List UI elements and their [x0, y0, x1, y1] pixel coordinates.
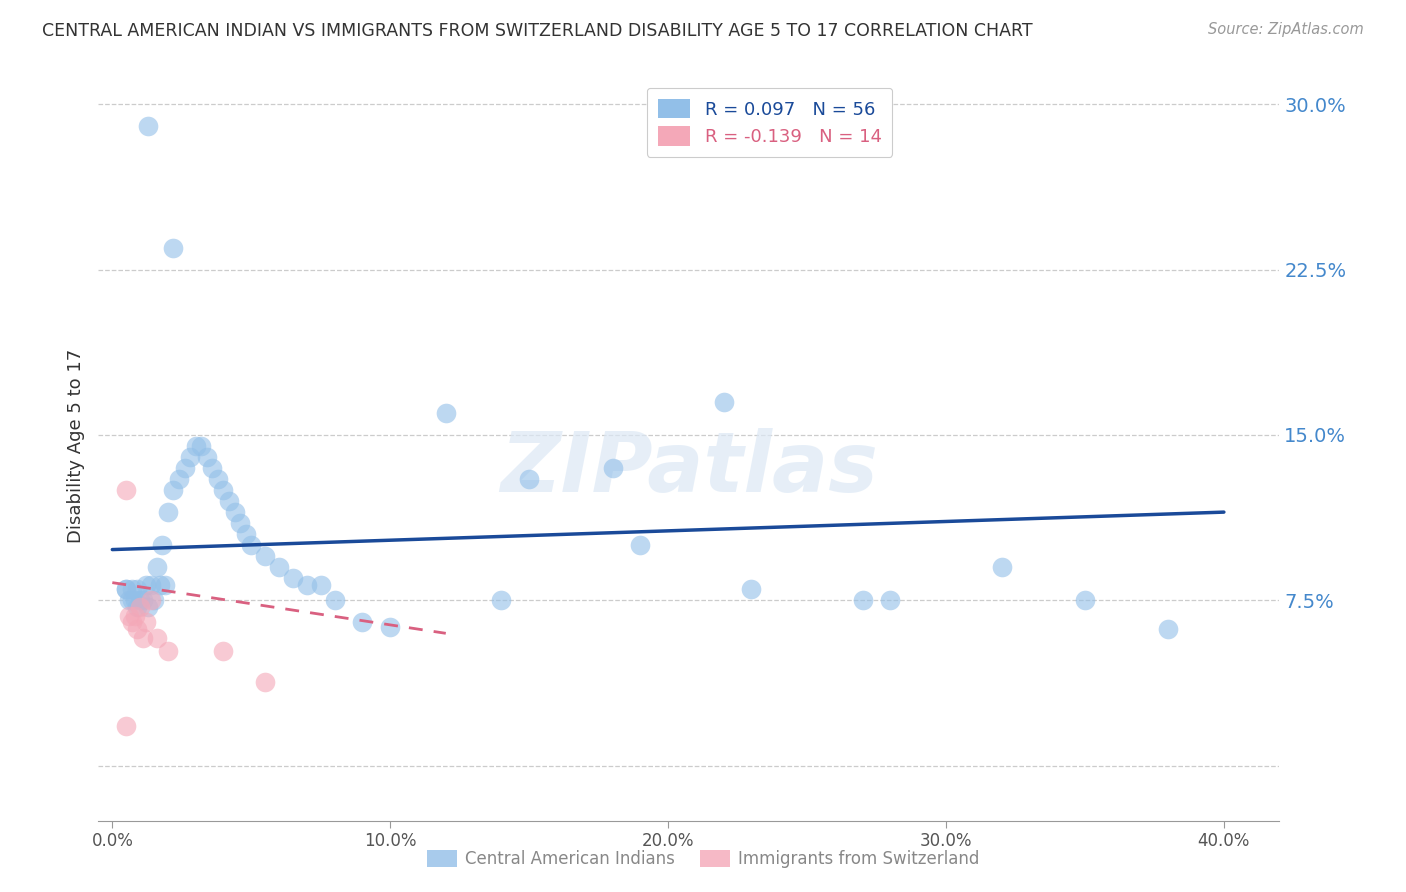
Point: [146, 560, 169, 574]
Point: [852, 593, 875, 607]
Point: [990, 560, 1012, 574]
Point: [240, 538, 263, 552]
Point: [517, 472, 540, 486]
Point: [141, 593, 163, 607]
Point: [713, 395, 735, 409]
Point: [115, 582, 138, 597]
Point: [434, 406, 457, 420]
Point: [121, 593, 143, 607]
Point: [254, 549, 277, 564]
Text: CENTRAL AMERICAN INDIAN VS IMMIGRANTS FROM SWITZERLAND DISABILITY AGE 5 TO 17 CO: CENTRAL AMERICAN INDIAN VS IMMIGRANTS FR…: [42, 22, 1033, 40]
Point: [135, 615, 157, 630]
Point: [127, 582, 149, 597]
Point: [195, 450, 218, 464]
Point: [124, 593, 146, 607]
Point: [115, 582, 138, 597]
Point: [115, 483, 138, 497]
Point: [153, 578, 176, 592]
Point: [115, 719, 138, 733]
Point: [118, 608, 141, 623]
Point: [150, 538, 173, 552]
Point: [179, 450, 201, 464]
Point: [380, 620, 402, 634]
Point: [127, 622, 149, 636]
Text: Source: ZipAtlas.com: Source: ZipAtlas.com: [1208, 22, 1364, 37]
Point: [212, 483, 235, 497]
Point: [162, 241, 184, 255]
Point: [1074, 593, 1097, 607]
Point: [879, 593, 901, 607]
Point: [229, 516, 252, 530]
Point: [201, 461, 224, 475]
Point: [127, 599, 149, 614]
Point: [254, 674, 277, 689]
Point: [138, 599, 160, 614]
Point: [295, 578, 318, 592]
Point: [323, 593, 346, 607]
Point: [148, 578, 170, 592]
Point: [491, 593, 513, 607]
Point: [129, 593, 152, 607]
Point: [156, 644, 179, 658]
Point: [309, 578, 332, 592]
Point: [143, 593, 166, 607]
Point: [352, 615, 374, 630]
Point: [132, 631, 155, 645]
Point: [156, 505, 179, 519]
Point: [224, 505, 246, 519]
Point: [1157, 622, 1180, 636]
Point: [162, 483, 184, 497]
Point: [138, 120, 160, 134]
Text: ZIPatlas: ZIPatlas: [501, 428, 877, 509]
Point: [184, 439, 207, 453]
Point: [132, 593, 155, 607]
Point: [628, 538, 651, 552]
Point: [129, 599, 152, 614]
Point: [740, 582, 762, 597]
Point: [167, 472, 190, 486]
Point: [124, 608, 146, 623]
Point: [146, 631, 169, 645]
Y-axis label: Disability Age 5 to 17: Disability Age 5 to 17: [66, 349, 84, 543]
Point: [267, 560, 290, 574]
Point: [281, 571, 304, 585]
Point: [207, 472, 229, 486]
Point: [173, 461, 195, 475]
Point: [218, 494, 240, 508]
Point: [212, 644, 235, 658]
Point: [235, 527, 257, 541]
Legend: R = 0.097   N = 56, R = -0.139   N = 14: R = 0.097 N = 56, R = -0.139 N = 14: [647, 88, 893, 157]
Point: [121, 615, 143, 630]
Point: [118, 593, 141, 607]
Legend: Central American Indians, Immigrants from Switzerland: Central American Indians, Immigrants fro…: [420, 843, 986, 875]
Point: [141, 578, 163, 592]
Point: [135, 578, 157, 592]
Point: [602, 461, 624, 475]
Point: [190, 439, 212, 453]
Point: [121, 582, 143, 597]
